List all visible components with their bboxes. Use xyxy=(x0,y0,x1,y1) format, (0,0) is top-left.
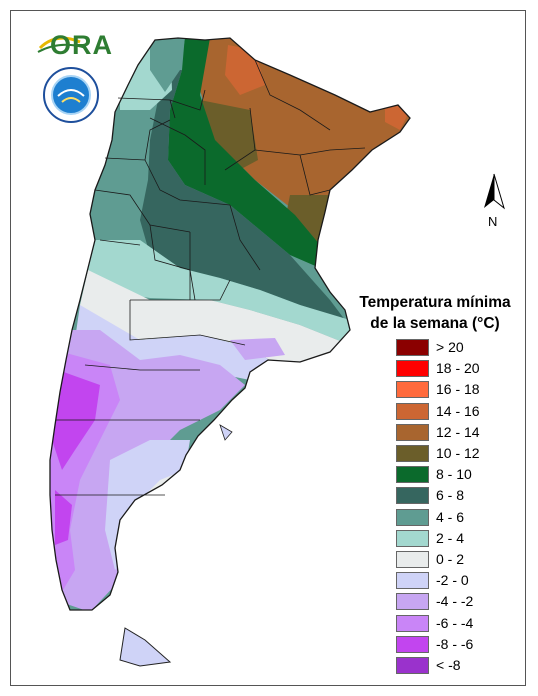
legend-swatch xyxy=(396,508,429,526)
legend-item: 18 - 20 xyxy=(396,359,516,379)
north-arrow-icon xyxy=(484,173,505,210)
legend-label: 12 - 14 xyxy=(436,423,480,440)
north-arrow: N xyxy=(480,172,510,232)
legend-label: -4 - -2 xyxy=(436,593,474,610)
legend-item: -4 - -2 xyxy=(396,592,516,612)
legend-label: 14 - 16 xyxy=(436,402,480,419)
legend-item: 6 - 8 xyxy=(396,486,516,506)
legend-item: 8 - 10 xyxy=(396,465,516,485)
legend-item: 2 - 4 xyxy=(396,529,516,549)
legend-swatch xyxy=(396,593,429,611)
legend-swatch xyxy=(396,487,429,505)
legend-swatch xyxy=(396,551,429,568)
legend-label: 6 - 8 xyxy=(436,487,465,504)
legend-item: 10 - 12 xyxy=(396,444,516,464)
legend-item: -6 - -4 xyxy=(396,614,516,634)
legend-swatch xyxy=(396,635,429,653)
legend-swatch xyxy=(396,339,429,356)
legend-item: 12 - 14 xyxy=(396,423,516,443)
legend-title: Temperatura mínima de la semana (°C) xyxy=(340,292,530,334)
legend-title-line1: Temperatura mínima xyxy=(359,294,511,311)
legend-item: -2 - 0 xyxy=(396,571,516,591)
legend-label: -8 - -6 xyxy=(436,635,474,652)
legend-label: < -8 xyxy=(436,657,461,673)
legend-item: -8 - -6 xyxy=(396,635,516,655)
legend-label: 2 - 4 xyxy=(436,529,465,546)
legend-label: > 20 xyxy=(436,339,464,355)
legend-item: 16 - 18 xyxy=(396,380,516,400)
legend-swatch xyxy=(396,529,429,547)
legend-swatch xyxy=(396,381,429,399)
smn-seal xyxy=(42,66,100,124)
legend-label: 8 - 10 xyxy=(436,466,472,483)
legend-label: 18 - 20 xyxy=(436,360,480,377)
legend-title-line2: de la semana (°C) xyxy=(370,315,500,332)
legend-swatch xyxy=(396,360,429,378)
legend-swatch xyxy=(396,423,429,441)
legend-label: 0 - 2 xyxy=(436,551,465,567)
ora-logo-icon xyxy=(37,36,87,53)
ora-logo-text: ORA xyxy=(50,30,113,60)
tierra-del-fuego xyxy=(119,627,172,667)
legend-label: 4 - 6 xyxy=(436,508,465,525)
smn-seal-icon xyxy=(43,67,99,123)
legend-label: 10 - 12 xyxy=(436,445,480,461)
legend-label: -6 - -4 xyxy=(436,614,474,631)
ora-logo: ORA xyxy=(36,28,112,60)
legend-swatch xyxy=(396,466,429,484)
legend-item: > 20 xyxy=(396,338,516,358)
legend-label: 16 - 18 xyxy=(436,381,480,398)
legend-swatch xyxy=(396,614,429,632)
legend-swatch xyxy=(396,402,429,420)
legend-label: -2 - 0 xyxy=(436,572,469,589)
legend-item: 14 - 16 xyxy=(396,402,516,422)
legend-swatch xyxy=(396,572,429,590)
legend-item: 4 - 6 xyxy=(396,508,516,528)
legend-item: 0 - 2 xyxy=(396,550,516,570)
legend-swatch xyxy=(396,657,429,674)
coastal-island xyxy=(219,424,233,441)
legend-item: < -8 xyxy=(396,656,516,676)
province-boundaries xyxy=(55,59,366,496)
north-label: N xyxy=(488,214,498,229)
legend-swatch xyxy=(396,445,429,462)
